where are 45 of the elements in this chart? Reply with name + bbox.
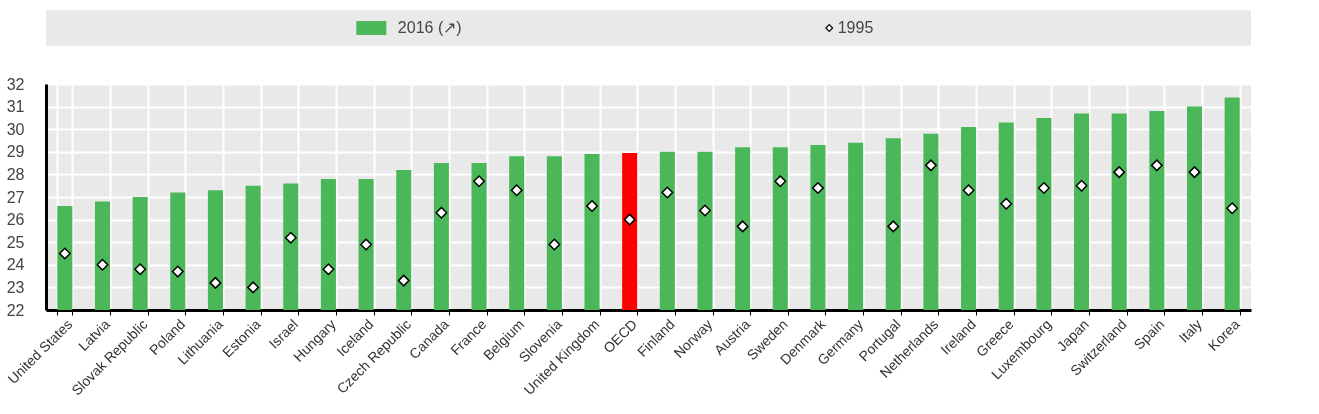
point [661,186,674,199]
point [134,263,147,276]
point [1037,181,1050,194]
y-tick-label: 28 [6,165,25,183]
y-tick-label: 32 [6,75,25,93]
point [360,238,373,251]
point [924,159,937,172]
x-tick-label: Italy [1175,316,1205,346]
y-tick-label: 25 [6,233,25,251]
point [473,175,486,188]
point [548,238,561,251]
point [1113,166,1126,179]
point [887,220,900,233]
point [322,263,335,276]
point [209,276,222,289]
y-tick-label: 26 [6,211,25,229]
point [510,184,523,197]
point [1226,202,1239,215]
point [586,200,599,213]
point [962,184,975,197]
point [736,220,749,233]
legend-label: 2016 (↗) [397,19,462,36]
y-tick-label: 22 [6,301,25,319]
point [435,206,448,219]
point [1150,159,1163,172]
point [623,213,636,226]
legend-label: 1995 [837,19,874,36]
point [1075,179,1088,192]
point [247,281,260,294]
y-tick-label: 23 [6,278,25,296]
y-tick-label: 27 [6,188,25,206]
point [397,274,410,287]
y-tick-label: 30 [6,120,25,138]
point [698,204,711,217]
y-tick-label: 24 [6,256,25,274]
point [58,247,71,260]
point [96,258,109,271]
point [1000,197,1013,210]
point [774,175,787,188]
point [171,265,184,278]
y-tick-label: 31 [6,98,25,116]
point [1188,166,1201,179]
point [284,231,297,244]
y-tick-label: 29 [6,143,25,161]
point [811,181,824,194]
